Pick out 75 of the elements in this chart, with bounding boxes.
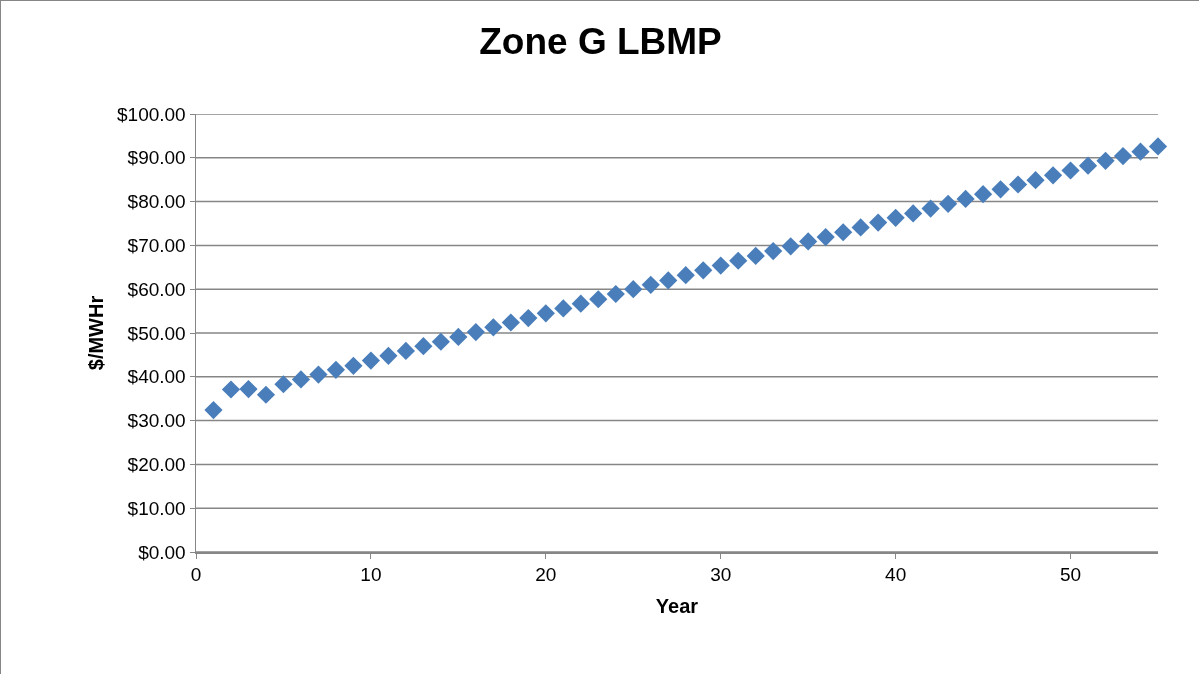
point bbox=[309, 365, 328, 384]
point bbox=[501, 313, 520, 332]
point bbox=[536, 304, 555, 323]
point bbox=[1131, 142, 1150, 161]
point bbox=[1008, 175, 1028, 194]
y-tick-label: $100.00 bbox=[117, 103, 186, 125]
point bbox=[711, 256, 730, 275]
point bbox=[466, 323, 485, 342]
point bbox=[414, 337, 433, 356]
point bbox=[361, 351, 381, 370]
point bbox=[904, 204, 923, 223]
x-tick-label: 10 bbox=[360, 564, 382, 586]
point bbox=[344, 356, 363, 375]
y-tick-label: $90.00 bbox=[127, 147, 186, 169]
point bbox=[816, 227, 835, 247]
point bbox=[519, 309, 538, 328]
point bbox=[641, 275, 660, 294]
chart-title: Zone G LBMP bbox=[479, 21, 722, 63]
point bbox=[1043, 166, 1063, 185]
point bbox=[973, 185, 993, 204]
x-tick-label: 20 bbox=[535, 564, 557, 586]
point bbox=[326, 360, 346, 379]
point bbox=[781, 237, 800, 256]
point bbox=[956, 189, 975, 209]
y-tick-label: $50.00 bbox=[127, 322, 186, 344]
point bbox=[1096, 151, 1115, 170]
y-tick-label: $80.00 bbox=[127, 191, 186, 213]
point bbox=[991, 180, 1010, 199]
point bbox=[834, 223, 853, 242]
point bbox=[204, 400, 223, 420]
point bbox=[659, 271, 678, 290]
y-tick-label: $70.00 bbox=[127, 235, 186, 257]
point bbox=[676, 266, 695, 285]
point bbox=[1078, 156, 1098, 175]
point bbox=[869, 213, 888, 232]
point bbox=[1113, 146, 1133, 166]
point bbox=[746, 246, 765, 266]
point bbox=[921, 199, 940, 218]
point bbox=[256, 385, 276, 404]
point bbox=[764, 241, 783, 261]
point bbox=[554, 299, 573, 318]
y-tick-label: $40.00 bbox=[127, 366, 186, 388]
point bbox=[939, 194, 958, 213]
point bbox=[886, 208, 905, 227]
y-tick-label: $20.00 bbox=[127, 454, 186, 476]
point bbox=[431, 332, 450, 351]
point bbox=[379, 346, 398, 365]
x-tick-label: 40 bbox=[885, 564, 907, 586]
x-tick-label: 0 bbox=[190, 564, 202, 586]
x-axis-title: Year bbox=[655, 594, 699, 617]
point bbox=[396, 341, 415, 361]
point bbox=[571, 294, 590, 313]
point bbox=[1061, 161, 1080, 180]
y-tick-label: $60.00 bbox=[127, 278, 186, 300]
point bbox=[589, 290, 608, 309]
point bbox=[624, 280, 643, 299]
point bbox=[484, 318, 503, 337]
point bbox=[606, 284, 625, 304]
y-axis-title: $/MWHr bbox=[84, 295, 107, 371]
point bbox=[239, 379, 258, 399]
x-tick-label: 30 bbox=[710, 564, 732, 586]
point bbox=[449, 327, 468, 347]
point bbox=[221, 380, 241, 399]
point bbox=[694, 261, 713, 280]
point bbox=[1026, 171, 1045, 190]
point bbox=[729, 251, 748, 270]
point bbox=[1148, 137, 1168, 156]
point bbox=[799, 232, 818, 251]
y-tick-label: $30.00 bbox=[127, 410, 186, 432]
point bbox=[274, 375, 293, 394]
y-tick-label: $10.00 bbox=[127, 497, 186, 519]
y-tick-label: $0.00 bbox=[138, 541, 186, 563]
point bbox=[851, 218, 870, 237]
point bbox=[291, 370, 311, 389]
x-tick-label: 50 bbox=[1059, 564, 1082, 586]
